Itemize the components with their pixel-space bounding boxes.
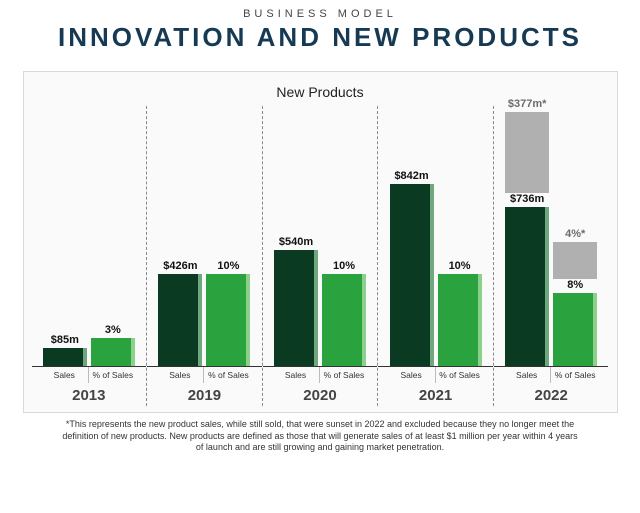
- pct-bar: 4%* 8%: [553, 228, 597, 366]
- bar-pair: $377m* $736m 4%* 8%: [494, 98, 609, 367]
- pct-label: 10%: [438, 260, 482, 274]
- chart-group: $377m*$736m4%*8%Sales% of Sales2022: [494, 106, 609, 406]
- pct-bar: 3%: [91, 324, 135, 366]
- axis-pct-label: % of Sales: [320, 367, 368, 383]
- pct-label: 10%: [322, 260, 366, 274]
- axis-pct-label: % of Sales: [89, 367, 137, 383]
- sales-label: $842m: [390, 170, 434, 184]
- year-label: 2021: [378, 383, 493, 406]
- pct-label: 3%: [91, 324, 135, 338]
- pct-seg: [553, 293, 597, 366]
- pct-label: 10%: [206, 260, 250, 274]
- axis-pct-label: % of Sales: [436, 367, 484, 383]
- chart-group: $426m 10% Sales% of Sales2019: [147, 106, 263, 406]
- pct-bar: 10%: [322, 260, 366, 366]
- sales-seg: [505, 207, 549, 366]
- axis-row: Sales% of Sales: [263, 367, 378, 383]
- chart-group: $842m 10% Sales% of Sales2021: [378, 106, 494, 406]
- pct-seg: [322, 274, 366, 366]
- year-label: 2013: [32, 383, 147, 406]
- axis-sales-label: Sales: [388, 367, 436, 383]
- pct-seg: [206, 274, 250, 366]
- year-label: 2019: [147, 383, 262, 406]
- sales-overlay-seg: [505, 112, 549, 193]
- axis-sales-label: Sales: [272, 367, 320, 383]
- pct-bar: 10%: [206, 260, 250, 366]
- sales-seg: [43, 348, 87, 366]
- chart-container: New Products $85m3%Sales% of Sales2013$4…: [23, 71, 618, 413]
- sales-seg: [390, 184, 434, 366]
- axis-sales-label: Sales: [41, 367, 89, 383]
- axis-sales-label: Sales: [503, 367, 551, 383]
- axis-pct-label: % of Sales: [204, 367, 252, 383]
- sales-label: $540m: [274, 236, 318, 250]
- sales-bar: $426m: [158, 260, 202, 366]
- pct-bar: 10%: [438, 260, 482, 366]
- sales-bar: $540m: [274, 236, 318, 366]
- sales-seg: [274, 250, 318, 366]
- chart-groups: $85m3%Sales% of Sales2013$426m10%Sales% …: [32, 106, 609, 406]
- year-label: 2022: [494, 383, 609, 406]
- bar-pair: $85m 3%: [32, 106, 147, 367]
- pct-seg: [438, 274, 482, 366]
- axis-row: Sales% of Sales: [494, 367, 609, 383]
- chart-group: $85m 3% Sales% of Sales2013: [32, 106, 148, 406]
- bar-pair: $426m 10%: [147, 106, 262, 367]
- axis-row: Sales% of Sales: [378, 367, 493, 383]
- sales-label: $85m: [43, 334, 87, 348]
- axis-sales-label: Sales: [156, 367, 204, 383]
- pct-overlay-seg: [553, 242, 597, 279]
- year-label: 2020: [263, 383, 378, 406]
- axis-pct-label: % of Sales: [551, 367, 599, 383]
- sales-label: $426m: [158, 260, 202, 274]
- pct-label: 8%: [553, 279, 597, 293]
- axis-row: Sales% of Sales: [32, 367, 147, 383]
- sales-overlay-label: $377m*: [505, 98, 549, 112]
- sales-bar: $85m: [43, 334, 87, 366]
- sales-bar: $842m: [390, 170, 434, 366]
- sales-bar: $377m* $736m: [505, 98, 549, 366]
- footnote: *This represents the new product sales, …: [60, 419, 580, 454]
- subtitle: BUSINESS MODEL: [10, 8, 630, 20]
- sales-seg: [158, 274, 202, 366]
- chart-group: $540m 10% Sales% of Sales2020: [263, 106, 379, 406]
- pct-seg: [91, 338, 135, 366]
- page-title: INNOVATION AND NEW PRODUCTS: [10, 22, 630, 53]
- bar-pair: $540m 10%: [263, 106, 378, 367]
- bar-pair: $842m 10%: [378, 106, 493, 367]
- sales-label: $736m: [505, 193, 549, 207]
- pct-overlay-label: 4%*: [553, 228, 597, 242]
- axis-row: Sales% of Sales: [147, 367, 262, 383]
